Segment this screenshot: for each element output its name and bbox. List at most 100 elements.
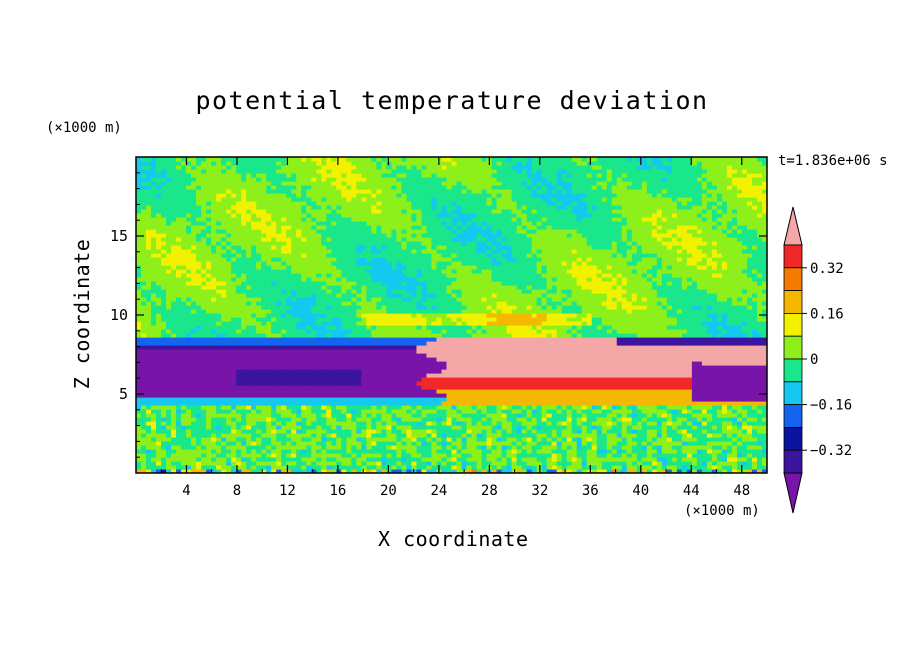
heatmap-cell (306, 305, 312, 310)
heatmap-cell (196, 181, 202, 186)
heatmap-cell (361, 161, 367, 166)
heatmap-cell (151, 465, 157, 470)
heatmap-cell (326, 169, 332, 174)
heatmap-cell (331, 189, 337, 194)
heatmap-cell (261, 181, 267, 186)
heatmap-cell (251, 185, 257, 190)
heatmap-cell (161, 201, 167, 206)
heatmap-cell (251, 313, 257, 318)
heatmap-cell (191, 225, 197, 230)
heatmap-cell (341, 253, 347, 258)
heatmap-cell (316, 229, 322, 234)
heatmap-cell (136, 461, 142, 466)
heatmap-cell (361, 369, 367, 374)
heatmap-cell (151, 425, 157, 430)
heatmap-cell (146, 365, 152, 370)
heatmap-cell (416, 457, 423, 462)
heatmap-cell (406, 365, 413, 370)
heatmap-cell (421, 233, 428, 238)
heatmap-cell (266, 345, 272, 350)
heatmap-cell (266, 213, 272, 218)
heatmap-cell (191, 289, 197, 294)
heatmap-cell (396, 189, 403, 194)
heatmap-cell (351, 313, 357, 318)
heatmap-cell (171, 269, 177, 274)
heatmap-cell (286, 465, 292, 470)
heatmap-cell (316, 269, 322, 274)
heatmap-cell (271, 421, 277, 426)
heatmap-cell (276, 169, 282, 174)
heatmap-cell (421, 241, 428, 246)
heatmap-cell (401, 457, 408, 462)
heatmap-cell (141, 265, 147, 270)
heatmap-cell (231, 385, 237, 390)
heatmap-cell (371, 429, 377, 434)
heatmap-cell (411, 305, 418, 310)
heatmap-cell (136, 217, 142, 222)
heatmap-cell (336, 405, 342, 410)
heatmap-cell (446, 281, 453, 286)
heatmap-cell (411, 465, 418, 470)
heatmap-cell (401, 425, 408, 430)
heatmap-cell (176, 193, 182, 198)
heatmap-cell (166, 433, 172, 438)
heatmap-cell (431, 449, 438, 454)
heatmap-cell (176, 345, 182, 350)
heatmap-cell (366, 365, 372, 370)
heatmap-cell (401, 449, 408, 454)
heatmap-cell (306, 365, 312, 370)
heatmap-cell (146, 297, 152, 302)
heatmap-cell (426, 429, 433, 434)
heatmap-cell (356, 445, 362, 450)
heatmap-cell (296, 325, 302, 330)
heatmap-cell (181, 445, 187, 450)
heatmap-cell (341, 221, 347, 226)
heatmap-cell (386, 337, 393, 342)
heatmap-cell (251, 345, 257, 350)
heatmap-cell (266, 221, 272, 226)
heatmap-cell (446, 357, 453, 362)
heatmap-cell (446, 169, 453, 174)
heatmap-cell (251, 401, 257, 406)
heatmap-cell (301, 393, 307, 398)
heatmap-cell (321, 457, 327, 462)
heatmap-cell (346, 341, 352, 346)
heatmap-cell (201, 169, 207, 174)
heatmap-cell (221, 393, 227, 398)
heatmap-cell (361, 453, 367, 458)
heatmap-cell (166, 273, 172, 278)
heatmap-cell (191, 381, 197, 386)
heatmap-cell (301, 221, 307, 226)
heatmap-cell (301, 157, 307, 162)
heatmap-cell (386, 413, 393, 418)
heatmap-cell (176, 217, 182, 222)
heatmap-cell (166, 213, 172, 218)
heatmap-cell (331, 277, 337, 282)
heatmap-cell (371, 169, 377, 174)
heatmap-cell (316, 277, 322, 282)
heatmap-cell (241, 305, 247, 310)
heatmap-cell (331, 437, 337, 442)
heatmap-cell (416, 177, 423, 182)
heatmap-cell (261, 345, 267, 350)
heatmap-cell (226, 209, 232, 214)
heatmap-cell (246, 353, 252, 358)
heatmap-cell (211, 245, 217, 250)
heatmap-cell (356, 321, 362, 326)
heatmap-cell (391, 197, 398, 202)
heatmap-cell (431, 233, 438, 238)
heatmap-cell (151, 261, 157, 266)
heatmap-cell (316, 361, 322, 366)
heatmap-cell (186, 397, 192, 402)
heatmap-cell (286, 329, 292, 334)
heatmap-cell (171, 253, 177, 258)
heatmap-cell (186, 261, 192, 266)
heatmap-cell (276, 189, 282, 194)
heatmap-cell (321, 329, 327, 334)
heatmap-cell (266, 169, 272, 174)
heatmap-cell (171, 241, 177, 246)
heatmap-cell (416, 193, 423, 198)
heatmap-cell (201, 381, 207, 386)
heatmap-cell (416, 269, 423, 274)
heatmap-cell (156, 417, 162, 422)
